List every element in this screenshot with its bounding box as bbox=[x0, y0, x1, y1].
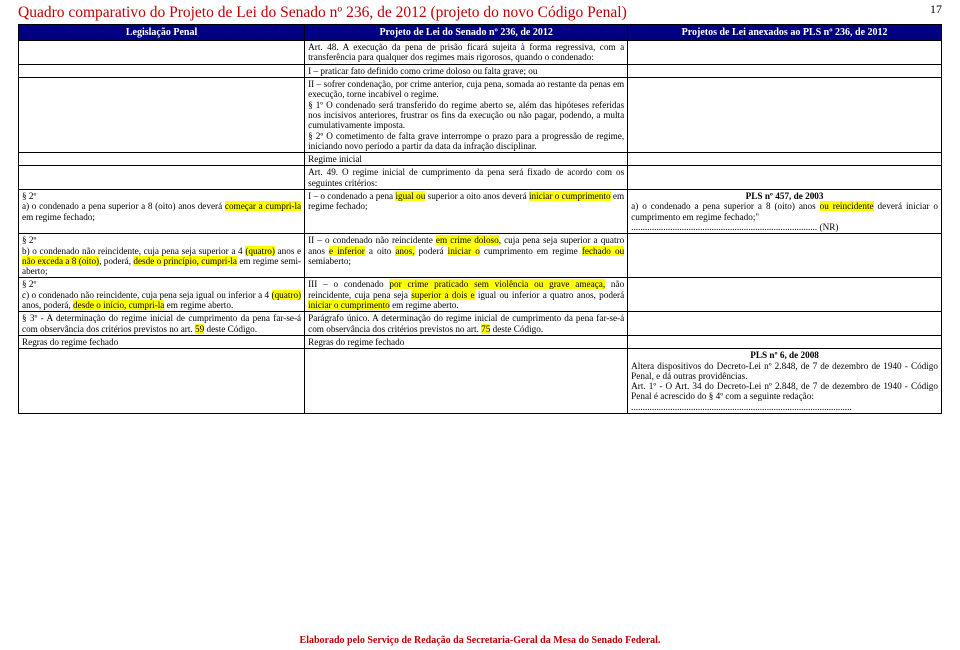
page-number: 17 bbox=[930, 2, 942, 17]
table-cell bbox=[628, 312, 942, 336]
footer-credit: Elaborado pelo Serviço de Redação da Sec… bbox=[0, 635, 960, 646]
table-cell: § 2ºb) o condenado não reincidente, cuja… bbox=[19, 234, 305, 278]
doc-title: Quadro comparativo do Projeto de Lei do … bbox=[18, 4, 627, 22]
table-cell bbox=[19, 64, 305, 77]
table-row: PLS nº 6, de 2008Altera dispositivos do … bbox=[19, 349, 942, 414]
table-cell bbox=[19, 153, 305, 166]
table-cell: Art. 49. O regime inicial de cumprimento… bbox=[305, 166, 628, 190]
table-row: II – sofrer condenação, por crime anteri… bbox=[19, 78, 942, 153]
table-cell bbox=[628, 78, 942, 153]
table-row: Art. 49. O regime inicial de cumprimento… bbox=[19, 166, 942, 190]
table-row: Regime inicial bbox=[19, 153, 942, 166]
table-cell bbox=[19, 78, 305, 153]
table-cell bbox=[628, 153, 942, 166]
table-cell bbox=[19, 349, 305, 414]
table-cell: II – o condenado não reincidente em crim… bbox=[305, 234, 628, 278]
table-row: § 2ºb) o condenado não reincidente, cuja… bbox=[19, 234, 942, 278]
table-cell bbox=[628, 166, 942, 190]
table-cell: Parágrafo único. A determinação do regim… bbox=[305, 312, 628, 336]
table-cell bbox=[628, 278, 942, 312]
table-cell: I – o condenado a pena igual ou superior… bbox=[305, 190, 628, 234]
table-cell bbox=[628, 41, 942, 65]
table-row: Art. 48. A execução da pena de prisão fi… bbox=[19, 41, 942, 65]
col-header-legislacao: Legislação Penal bbox=[19, 25, 305, 41]
table-cell: § 3º - A determinação do regime inicial … bbox=[19, 312, 305, 336]
table-row: Regras do regime fechadoRegras do regime… bbox=[19, 335, 942, 348]
table-cell: I – praticar fato definido como crime do… bbox=[305, 64, 628, 77]
table-row: § 2ºc) o condenado não reincidente, cuja… bbox=[19, 278, 942, 312]
table-cell bbox=[628, 335, 942, 348]
table-body: Art. 48. A execução da pena de prisão fi… bbox=[19, 41, 942, 414]
table-cell bbox=[19, 41, 305, 65]
table-cell bbox=[19, 166, 305, 190]
table-row: § 3º - A determinação do regime inicial … bbox=[19, 312, 942, 336]
col-header-projeto: Projeto de Lei do Senado nº 236, de 2012 bbox=[305, 25, 628, 41]
comparison-table: Legislação Penal Projeto de Lei do Senad… bbox=[18, 24, 942, 414]
table-cell bbox=[628, 234, 942, 278]
table-cell: § 2ºc) o condenado não reincidente, cuja… bbox=[19, 278, 305, 312]
table-cell: PLS nº 6, de 2008Altera dispositivos do … bbox=[628, 349, 942, 414]
table-cell: Regras do regime fechado bbox=[19, 335, 305, 348]
table-cell: Regime inicial bbox=[305, 153, 628, 166]
header-row: Quadro comparativo do Projeto de Lei do … bbox=[18, 4, 942, 22]
table-cell: III – o condenado por crime praticado se… bbox=[305, 278, 628, 312]
table-row: I – praticar fato definido como crime do… bbox=[19, 64, 942, 77]
col-header-anexados: Projetos de Lei anexados ao PLS nº 236, … bbox=[628, 25, 942, 41]
table-cell: Regras do regime fechado bbox=[305, 335, 628, 348]
page-container: Quadro comparativo do Projeto de Lei do … bbox=[0, 0, 960, 650]
table-cell bbox=[628, 64, 942, 77]
table-cell: § 2ºa) o condenado a pena superior a 8 (… bbox=[19, 190, 305, 234]
table-cell: II – sofrer condenação, por crime anteri… bbox=[305, 78, 628, 153]
table-row: § 2ºa) o condenado a pena superior a 8 (… bbox=[19, 190, 942, 234]
table-header-row: Legislação Penal Projeto de Lei do Senad… bbox=[19, 25, 942, 41]
table-cell: Art. 48. A execução da pena de prisão fi… bbox=[305, 41, 628, 65]
table-cell bbox=[305, 349, 628, 414]
table-cell: PLS nº 457, de 2003a) o condenado a pena… bbox=[628, 190, 942, 234]
